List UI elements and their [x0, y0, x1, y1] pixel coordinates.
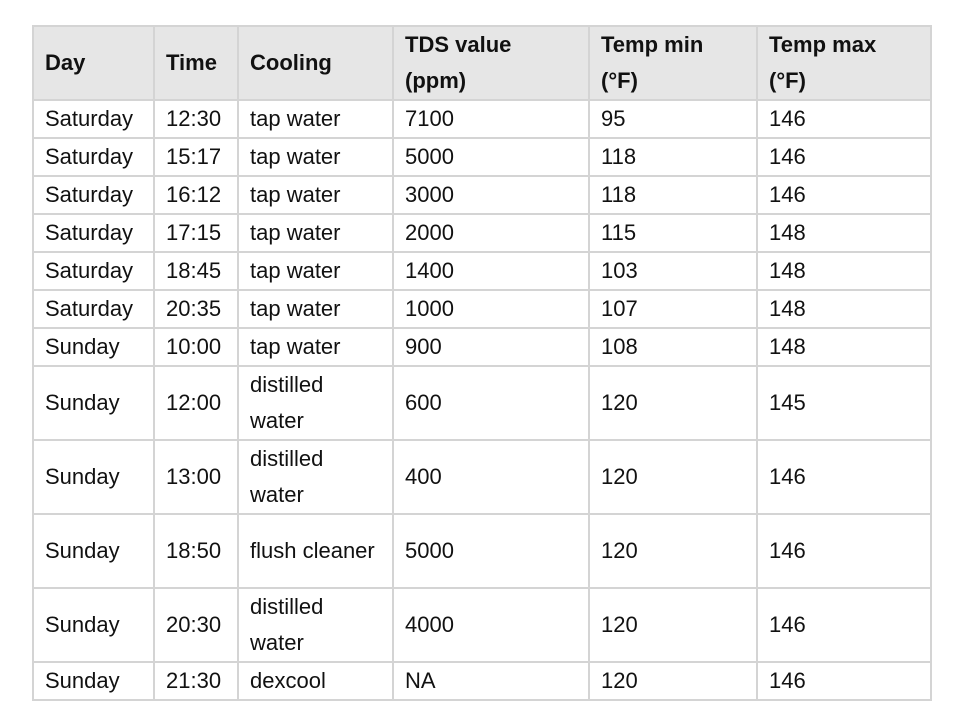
- cell-cooling: tap water: [237, 99, 394, 139]
- cell-tds-value: 2000: [392, 213, 590, 253]
- table-row: Saturday 16:12 tap water 3000 118 146: [32, 175, 932, 215]
- table-row: Sunday 13:00 distilled water 400 120 146: [32, 439, 932, 515]
- table-row: Sunday 18:50 flush cleaner 5000 120 146: [32, 513, 932, 589]
- cell-temp-max: 146: [756, 137, 932, 177]
- cell-temp-min: 120: [588, 587, 758, 663]
- cell-time: 20:30: [153, 587, 239, 663]
- cell-temp-min: 120: [588, 661, 758, 701]
- cell-tds-value: 3000: [392, 175, 590, 215]
- cell-temp-max: 145: [756, 365, 932, 441]
- table-body: Saturday 12:30 tap water 7100 95 146 Saturday 1…: [32, 99, 932, 701]
- cell-time: 15:17: [153, 137, 239, 177]
- cell-day: Sunday: [32, 439, 155, 515]
- cell-temp-max: 146: [756, 175, 932, 215]
- table-row: Sunday 21:30 dexcool NA 120 146: [32, 661, 932, 701]
- cell-temp-min: 115: [588, 213, 758, 253]
- cell-temp-min: 120: [588, 439, 758, 515]
- cell-day: Saturday: [32, 289, 155, 329]
- cell-day: Sunday: [32, 587, 155, 663]
- table-row: Saturday 15:17 tap water 5000 118 146: [32, 137, 932, 177]
- cell-tds-value: 7100: [392, 99, 590, 139]
- cell-day: Saturday: [32, 99, 155, 139]
- cell-temp-min: 118: [588, 175, 758, 215]
- cell-tds-value: 600: [392, 365, 590, 441]
- table-row: Saturday 18:45 tap water 1400 103 148: [32, 251, 932, 291]
- table-row: Saturday 20:35 tap water 1000 107 148: [32, 289, 932, 329]
- header-cell-time: Time: [153, 25, 239, 101]
- cell-day: Sunday: [32, 513, 155, 589]
- cell-cooling: distilled water: [237, 439, 394, 515]
- cell-time: 13:00: [153, 439, 239, 515]
- cell-temp-min: 103: [588, 251, 758, 291]
- cell-day: Sunday: [32, 661, 155, 701]
- cell-temp-min: 120: [588, 513, 758, 589]
- cell-time: 18:45: [153, 251, 239, 291]
- cell-temp-max: 148: [756, 251, 932, 291]
- table-row: Sunday 12:00 distilled water 600 120 145: [32, 365, 932, 441]
- header-cell-cooling: Cooling: [237, 25, 394, 101]
- table-row: Sunday 20:30 distilled water 4000 120 146: [32, 587, 932, 663]
- cell-temp-min: 118: [588, 137, 758, 177]
- cell-day: Sunday: [32, 365, 155, 441]
- cell-cooling: tap water: [237, 251, 394, 291]
- table-row: Saturday 12:30 tap water 7100 95 146: [32, 99, 932, 139]
- header-cell-temp-max: Temp max (°F): [756, 25, 932, 101]
- cell-tds-value: 400: [392, 439, 590, 515]
- cell-temp-max: 146: [756, 661, 932, 701]
- cell-tds-value: 4000: [392, 587, 590, 663]
- cell-temp-min: 108: [588, 327, 758, 367]
- cell-tds-value: 1400: [392, 251, 590, 291]
- cell-cooling: dexcool: [237, 661, 394, 701]
- cell-day: Saturday: [32, 175, 155, 215]
- cell-day: Sunday: [32, 327, 155, 367]
- cell-temp-max: 146: [756, 439, 932, 515]
- cell-time: 12:30: [153, 99, 239, 139]
- cell-temp-min: 95: [588, 99, 758, 139]
- table-row: Saturday 17:15 tap water 2000 115 148: [32, 213, 932, 253]
- table-row: Sunday 10:00 tap water 900 108 148: [32, 327, 932, 367]
- cell-temp-max: 148: [756, 327, 932, 367]
- cell-day: Saturday: [32, 213, 155, 253]
- cell-temp-max: 148: [756, 213, 932, 253]
- cell-time: 18:50: [153, 513, 239, 589]
- cell-tds-value: 900: [392, 327, 590, 367]
- cell-temp-max: 146: [756, 99, 932, 139]
- cell-time: 16:12: [153, 175, 239, 215]
- cell-tds-value: 5000: [392, 513, 590, 589]
- cell-cooling: tap water: [237, 289, 394, 329]
- cell-tds-value: 1000: [392, 289, 590, 329]
- header-cell-day: Day: [32, 25, 155, 101]
- cell-time: 12:00: [153, 365, 239, 441]
- cell-day: Saturday: [32, 251, 155, 291]
- cell-cooling: tap water: [237, 137, 394, 177]
- cell-temp-max: 146: [756, 587, 932, 663]
- header-cell-tds-value: TDS value (ppm): [392, 25, 590, 101]
- cell-day: Saturday: [32, 137, 155, 177]
- table-header: Day Time Cooling TDS value (ppm) Temp mi…: [32, 25, 932, 101]
- cell-time: 21:30: [153, 661, 239, 701]
- header-row: Day Time Cooling TDS value (ppm) Temp mi…: [32, 25, 932, 101]
- cell-tds-value: 5000: [392, 137, 590, 177]
- cell-cooling: flush cleaner: [237, 513, 394, 589]
- cell-temp-max: 148: [756, 289, 932, 329]
- cell-cooling: tap water: [237, 327, 394, 367]
- cell-cooling: distilled water: [237, 587, 394, 663]
- cell-time: 17:15: [153, 213, 239, 253]
- cell-temp-min: 107: [588, 289, 758, 329]
- cell-cooling: tap water: [237, 213, 394, 253]
- cell-time: 10:00: [153, 327, 239, 367]
- data-table: Day Time Cooling TDS value (ppm) Temp mi…: [32, 25, 932, 701]
- cell-cooling: distilled water: [237, 365, 394, 441]
- header-cell-temp-min: Temp min (°F): [588, 25, 758, 101]
- cell-temp-min: 120: [588, 365, 758, 441]
- cell-temp-max: 146: [756, 513, 932, 589]
- cell-tds-value: NA: [392, 661, 590, 701]
- cell-cooling: tap water: [237, 175, 394, 215]
- cell-time: 20:35: [153, 289, 239, 329]
